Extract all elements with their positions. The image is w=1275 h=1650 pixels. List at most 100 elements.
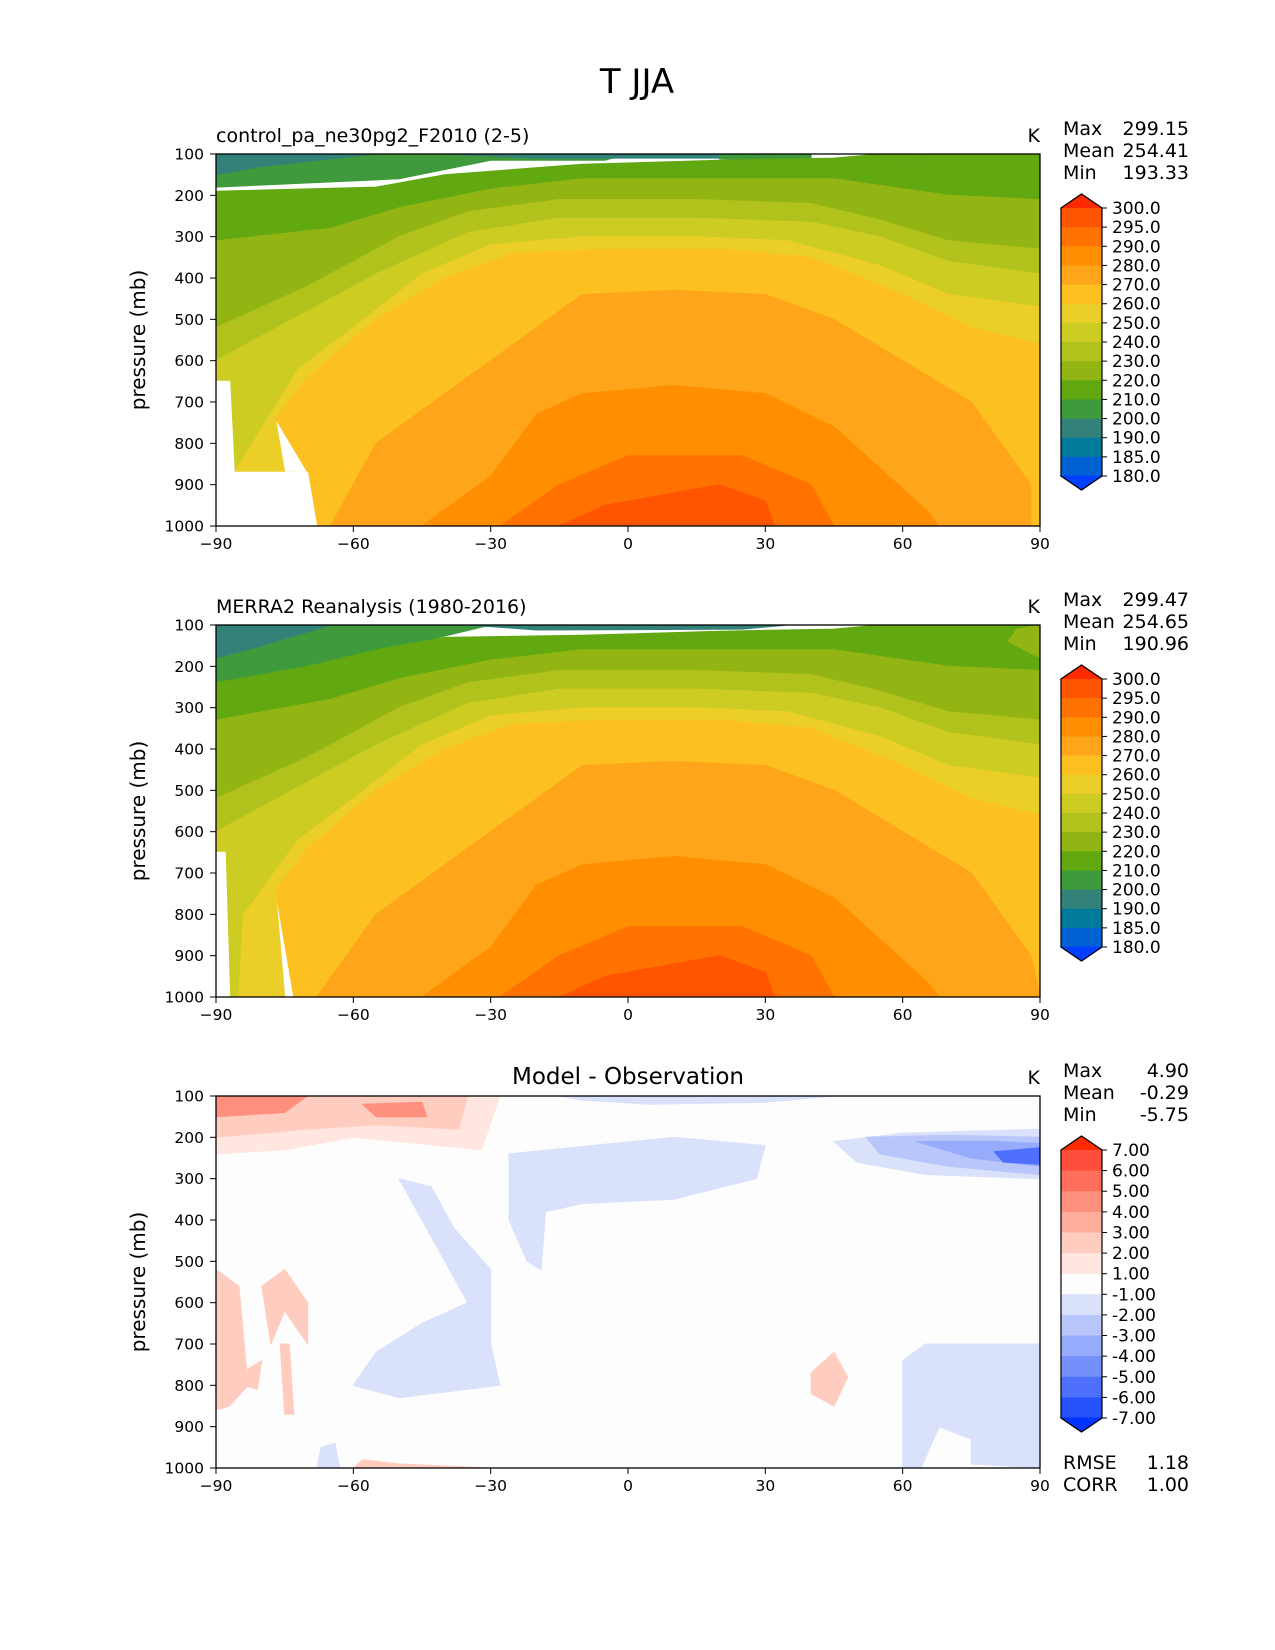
stat-value: 299.15 (1123, 118, 1189, 140)
colorbar-segment (1061, 1397, 1102, 1419)
contour-band-9 (810, 1351, 849, 1407)
y-tick-label: 1000 (165, 1460, 204, 1478)
colorbar-extend-min (1059, 946, 1104, 962)
colorbar-segment (1061, 813, 1102, 833)
colorbar-segment (1061, 870, 1102, 891)
colorbar-level-label: 7.00 (1112, 1141, 1150, 1161)
colorbar-level-label: -7.00 (1112, 1409, 1156, 1429)
colorbar-segment (1061, 774, 1102, 795)
colorbar-extend-max (1059, 664, 1104, 680)
colorbar-level-label: 5.00 (1112, 1182, 1150, 1202)
colorbar-segment (1061, 1356, 1102, 1378)
colorbar-level-label: 220.0 (1112, 371, 1161, 391)
x-tick-label: 60 (893, 1477, 913, 1495)
y-tick-label: 600 (174, 823, 204, 841)
colorbar-segment (1061, 1314, 1102, 1337)
colorbar-extend-min (1059, 475, 1104, 491)
colorbar-level-label: -5.00 (1112, 1368, 1156, 1388)
colorbar-segment (1061, 361, 1102, 381)
x-tick-label: 30 (755, 1477, 775, 1495)
colorbar-segment (1061, 322, 1102, 343)
colorbar-level-label: -4.00 (1112, 1347, 1156, 1367)
colorbar: 7.006.005.004.003.002.001.00-1.00-2.00-3… (1059, 1135, 1156, 1433)
stat-value: 254.41 (1123, 140, 1189, 162)
stat-label: Max (1063, 118, 1102, 140)
x-tick-label: −90 (200, 1477, 233, 1495)
colorbar-extend-max (1059, 193, 1104, 209)
x-tick-label: 0 (623, 1477, 633, 1495)
colorbar-segment (1061, 927, 1102, 948)
colorbar-level-label: 230.0 (1112, 823, 1161, 843)
colorbar-segment (1061, 418, 1102, 439)
colorbar-segment (1061, 755, 1102, 776)
colorbar-level-label: 250.0 (1112, 314, 1161, 334)
x-tick-label: −60 (337, 1477, 370, 1495)
x-tick-label: −30 (474, 1006, 507, 1024)
colorbar-segment (1061, 908, 1102, 929)
x-tick-label: 30 (755, 535, 775, 553)
colorbar-level-label: 240.0 (1112, 804, 1161, 824)
colorbar-level-label: 290.0 (1112, 237, 1161, 257)
panel-title: MERRA2 Reanalysis (1980-2016) (216, 596, 527, 618)
colorbar-level-label: 230.0 (1112, 352, 1161, 372)
stat-label: Max (1063, 1060, 1102, 1082)
colorbar-level-label: 2.00 (1112, 1244, 1150, 1264)
colorbar-level-label: 180.0 (1112, 938, 1161, 958)
colorbar-segment (1061, 437, 1102, 458)
colorbar-level-label: 250.0 (1112, 785, 1161, 805)
colorbar-segment (1061, 736, 1102, 757)
colorbar-segment (1061, 265, 1102, 286)
colorbar-segment (1061, 1376, 1102, 1398)
colorbar-level-label: 270.0 (1112, 747, 1161, 767)
colorbar-segment (1061, 456, 1102, 477)
y-tick-label: 600 (174, 352, 204, 370)
colorbar-segment (1061, 1191, 1102, 1213)
x-tick-label: 60 (893, 1006, 913, 1024)
y-tick-label: 400 (174, 1212, 204, 1230)
colorbar-level-label: 4.00 (1112, 1203, 1150, 1223)
x-tick-label: −30 (474, 535, 507, 553)
colorbar-level-label: 300.0 (1112, 670, 1161, 690)
y-tick-label: 800 (174, 435, 204, 453)
colorbar-level-label: 210.0 (1112, 390, 1161, 410)
metric-value: 1.18 (1147, 1452, 1189, 1474)
stat-value: 4.90 (1147, 1060, 1189, 1082)
x-tick-label: −30 (474, 1477, 507, 1495)
contour-band-4 (362, 1101, 428, 1118)
contour-band-17 (352, 1178, 501, 1399)
colorbar-segment (1061, 1150, 1102, 1172)
colorbar-level-label: 180.0 (1112, 467, 1161, 487)
y-tick-label: 900 (174, 476, 204, 494)
colorbar-level-label: -2.00 (1112, 1306, 1156, 1326)
stat-label: Min (1063, 1104, 1097, 1126)
metric-label: RMSE (1063, 1452, 1117, 1474)
metric-value: 1.00 (1147, 1474, 1189, 1496)
colorbar-segment (1061, 851, 1102, 872)
panel-title: Model - Observation (512, 1064, 744, 1090)
stat-value: 193.33 (1123, 162, 1189, 184)
y-tick-label: 1000 (165, 518, 204, 536)
x-tick-label: 90 (1030, 535, 1050, 553)
colorbar-segment (1061, 1294, 1102, 1316)
colorbar: 300.0295.0290.0280.0270.0260.0250.0240.0… (1059, 193, 1161, 491)
y-tick-label: 800 (174, 906, 204, 924)
y-tick-label: 500 (174, 782, 204, 800)
y-tick-label: 200 (174, 658, 204, 676)
colorbar-level-label: -6.00 (1112, 1388, 1156, 1408)
x-tick-label: −60 (337, 1006, 370, 1024)
colorbar-segment (1061, 380, 1102, 401)
colorbar-level-label: 300.0 (1112, 199, 1161, 219)
colorbar-segment (1061, 832, 1102, 852)
colorbar-level-label: 295.0 (1112, 689, 1161, 709)
colorbar-level-label: 270.0 (1112, 276, 1161, 296)
stat-label: Mean (1063, 611, 1115, 633)
colorbar-level-label: 200.0 (1112, 410, 1161, 430)
stat-value: 299.47 (1123, 589, 1189, 611)
colorbar-segment (1061, 679, 1102, 699)
y-tick-label: 700 (174, 394, 204, 412)
colorbar-level-label: 290.0 (1112, 708, 1161, 728)
y-tick-label: 500 (174, 1253, 204, 1271)
x-tick-label: −60 (337, 535, 370, 553)
panel-1: control_pa_ne30pg2_F2010 (2-5) K −90 −60 −30… (126, 118, 1189, 553)
x-tick-label: −90 (200, 535, 233, 553)
